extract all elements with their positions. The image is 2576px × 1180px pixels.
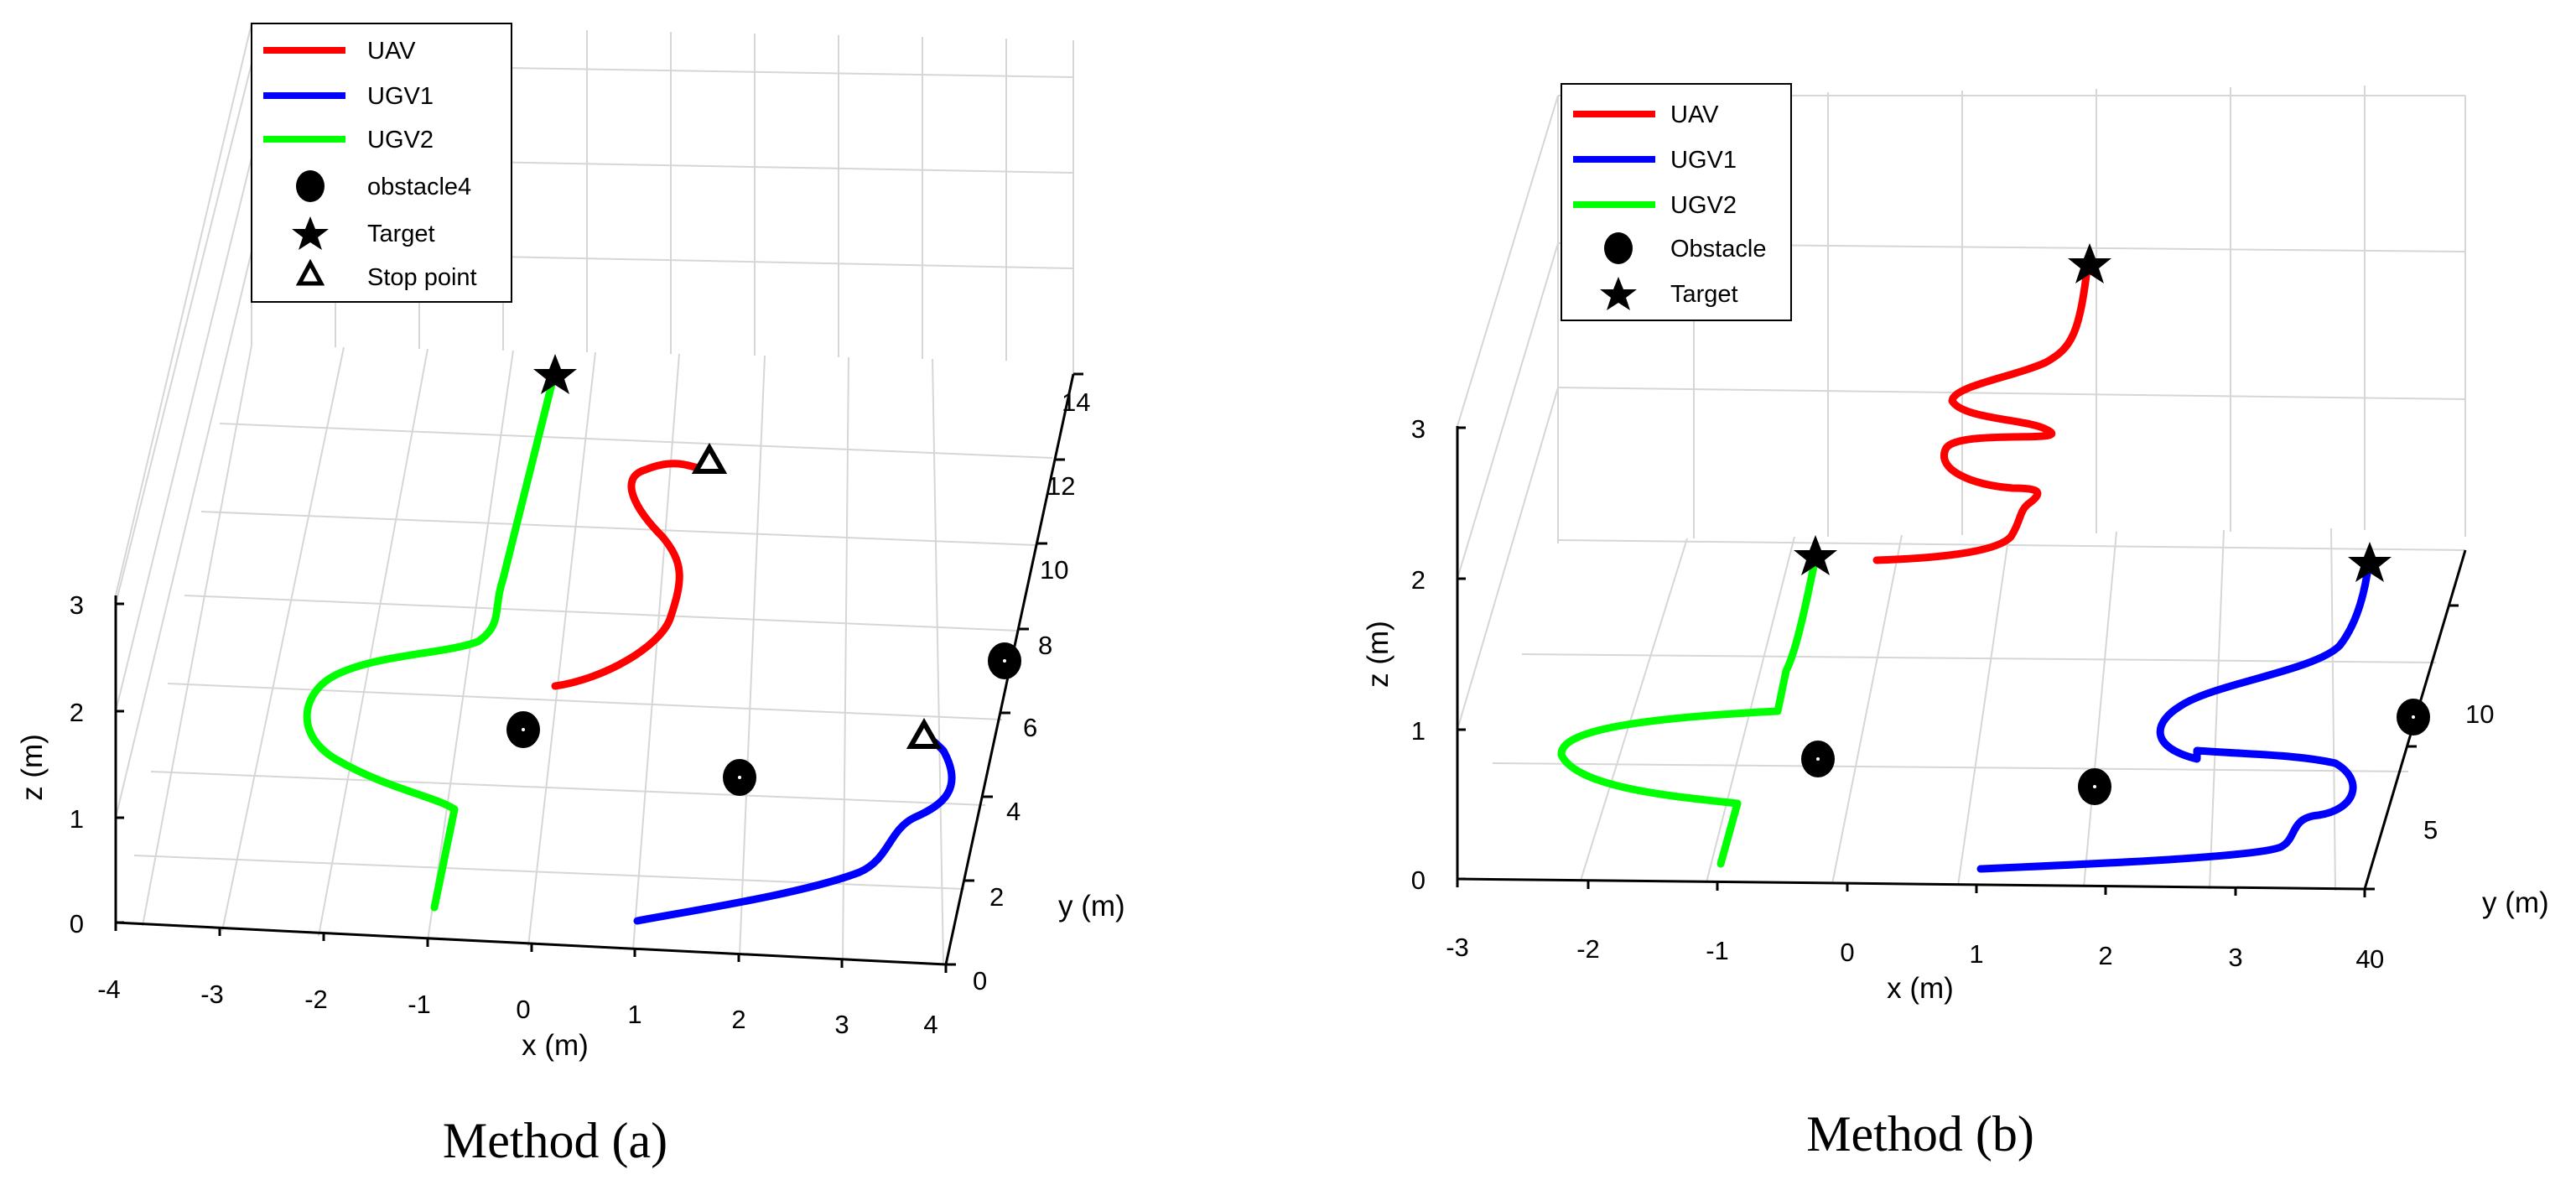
legend-label: obstacle4	[367, 174, 471, 200]
legend-label: UAV	[1670, 101, 1719, 128]
obstacles-b	[1801, 699, 2430, 805]
x-axis-label: x (m)	[522, 1029, 589, 1062]
legend-label: Target	[367, 221, 435, 247]
z-axis-label: z (m)	[16, 734, 49, 801]
z-tick-label: 1	[70, 804, 84, 834]
x-tick-label: -3	[1446, 933, 1469, 962]
series-b	[1557, 257, 2373, 873]
x-tick-label: -4	[97, 975, 121, 1004]
legend-a: UAV UGV1 UGV2 obstacle4 Target Stop poin…	[251, 23, 512, 303]
x-tick-label: 1	[1969, 939, 1983, 969]
y-tick-label: 8	[1038, 631, 1052, 660]
zticks-a: 0 1 2 3	[70, 590, 84, 938]
z-tick-label: 3	[1411, 414, 1426, 444]
target-star-marker	[2348, 542, 2392, 582]
obstacle-center-dot	[522, 728, 525, 731]
z-tick-label: 3	[70, 590, 84, 620]
x-axis-label: x (m)	[1887, 972, 1954, 1005]
legend-label: Obstacle	[1670, 236, 1766, 263]
xticks-a: -4 -3 -2 -1 0 1 2 3 4	[97, 975, 937, 1039]
target-star-marker	[533, 354, 577, 394]
x-tick-label: -1	[1706, 936, 1729, 965]
legend-triangle-swatch	[295, 258, 325, 286]
legend-b: UAV UGV1 UGV2 Obstacle Target	[1561, 83, 1792, 321]
yticks-b: 0 5 10	[2370, 699, 2494, 974]
y-tick-label: 6	[1023, 713, 1037, 742]
obstacle-center-dot	[1003, 659, 1006, 663]
chart-panel-b: -3 -2 -1 0 1 2 3 4 0 1 2 3 0 5 10 x (m) …	[1362, 83, 2549, 1162]
x-tick-label: 4	[923, 1010, 937, 1039]
caption-method-a: Method (a)	[443, 1113, 667, 1168]
y-tick-label: 2	[989, 882, 1004, 912]
y-axis-label: y (m)	[2482, 886, 2549, 919]
x-tick-label: -3	[200, 980, 224, 1009]
z-tick-label: 2	[1411, 565, 1426, 595]
legend-star-swatch	[1600, 277, 1637, 310]
legend-label: UGV2	[1670, 192, 1737, 219]
zticks-b: 0 1 2 3	[1411, 414, 1426, 895]
stop-point-marker	[691, 442, 728, 474]
z-tick-label: 0	[1411, 866, 1426, 895]
z-tick-label: 0	[70, 909, 84, 938]
series-ugv1-line	[633, 732, 956, 925]
legend-label: UGV1	[1670, 147, 1737, 174]
series-ugv2-line	[303, 373, 558, 912]
legend-label: UGV1	[367, 83, 434, 110]
target-star-marker	[2068, 243, 2111, 283]
legend-label: UGV2	[367, 127, 434, 153]
chart-panel-a: -4 -3 -2 -1 0 1 2 3 4 0 1 2 3 0 2 4 6 8 …	[16, 23, 1125, 1168]
obstacle-center-dot	[1816, 757, 1820, 761]
y-axis-label: y (m)	[1058, 890, 1125, 923]
y-tick-label: 5	[2423, 815, 2438, 845]
legend-label: Stop point	[367, 264, 477, 291]
y-tick-label: 10	[1040, 555, 1068, 585]
target-star-marker	[1794, 535, 1837, 575]
legend-label: UAV	[367, 38, 416, 65]
series-ugv2-line	[1557, 554, 1820, 868]
series-a	[303, 373, 956, 925]
obstacle-center-dot	[2093, 785, 2096, 788]
series-uav-line	[551, 459, 710, 690]
x-tick-label: 1	[627, 1000, 641, 1029]
obstacle-center-dot	[738, 776, 741, 779]
series-ugv1-line	[1976, 558, 2373, 873]
stop-point-marker	[906, 717, 943, 749]
obstacles-a	[506, 642, 1021, 796]
z-tick-label: 2	[70, 698, 84, 727]
x-tick-label: 0	[1840, 938, 1854, 967]
x-tick-label: 2	[731, 1005, 745, 1034]
obstacle-center-dot	[2412, 715, 2415, 719]
x-tick-label: -1	[408, 990, 431, 1019]
y-tick-label: 0	[973, 966, 987, 995]
x-tick-label: -2	[1576, 934, 1600, 964]
xticks-b: -3 -2 -1 0 1 2 3 4	[1446, 933, 2370, 974]
caption-method-b: Method (b)	[1806, 1106, 2034, 1162]
y-tick-label: 14	[1062, 387, 1090, 417]
legend-obstacle-swatch	[1604, 232, 1633, 264]
y-tick-label: 0	[2370, 944, 2384, 974]
x-tick-label: 3	[2228, 943, 2242, 972]
x-tick-label: -2	[304, 985, 328, 1014]
y-tick-label: 10	[2465, 699, 2494, 729]
x-tick-label: 3	[834, 1010, 849, 1039]
z-axis-label: z (m)	[1362, 621, 1394, 688]
series-uav-line	[1872, 257, 2092, 564]
legend-star-swatch	[292, 216, 329, 250]
x-tick-label: 4	[2355, 944, 2370, 974]
x-tick-label: 0	[516, 995, 530, 1024]
legend-label: Target	[1670, 281, 1738, 308]
z-tick-label: 1	[1411, 716, 1426, 746]
x-tick-label: 2	[2098, 941, 2112, 970]
y-tick-label: 12	[1046, 471, 1075, 501]
y-tick-label: 4	[1006, 797, 1021, 826]
legend-obstacle-swatch	[296, 170, 325, 202]
yticks-a: 0 2 4 6 8 10 12 14	[973, 387, 1090, 995]
